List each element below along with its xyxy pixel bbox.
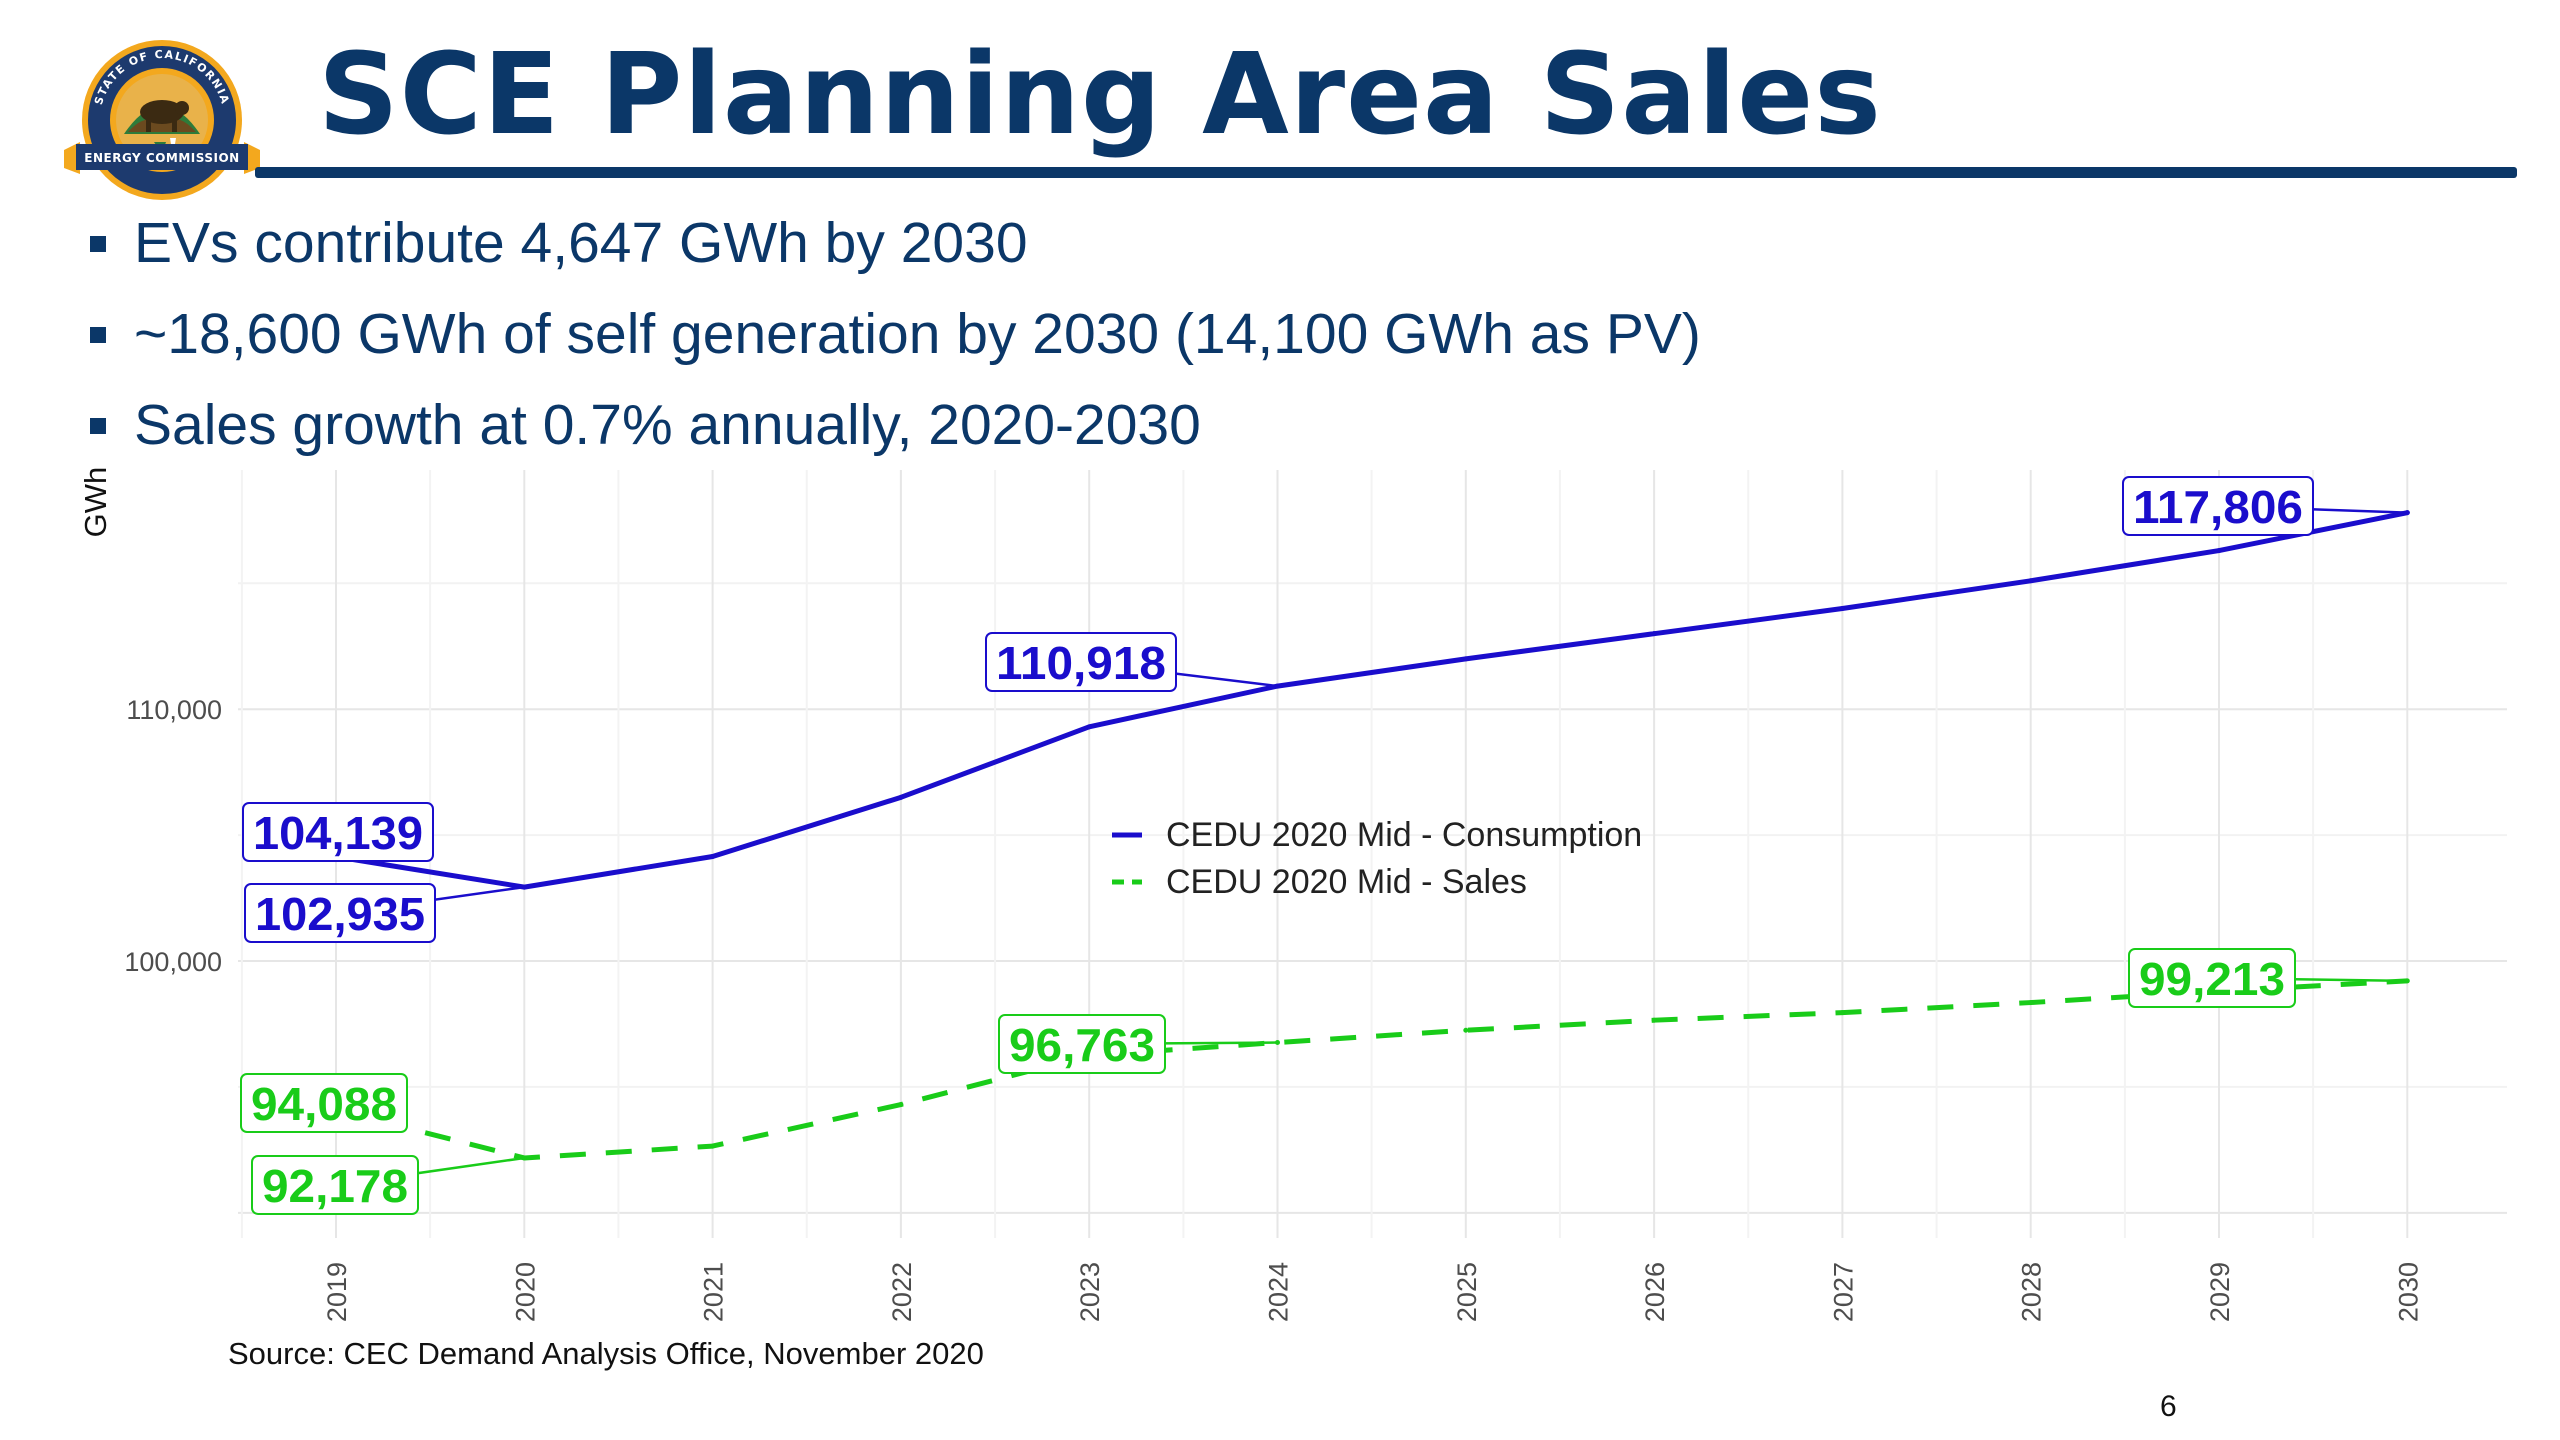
data-point [898, 794, 904, 800]
data-label-text: 94,088 [251, 1078, 397, 1130]
source-note: Source: CEC Demand Analysis Office, Nove… [228, 1336, 984, 1371]
title-underline [255, 167, 2517, 178]
data-point [1839, 605, 1845, 611]
data-label: 99,213 [2128, 948, 2408, 1008]
x-tick-label: 2030 [2393, 1262, 2423, 1322]
x-tick-label: 2028 [2017, 1262, 2047, 1322]
data-point [1463, 656, 1469, 662]
data-label-text: 117,806 [2133, 481, 2303, 533]
data-point [710, 1143, 716, 1149]
x-tick-label: 2024 [1264, 1262, 1294, 1322]
data-label-box [244, 883, 436, 943]
energy-commission-logo: STATE OF CALIFORNIA ENERGY COMMISSION [64, 40, 260, 200]
data-point [1651, 1017, 1657, 1023]
data-point [2028, 1000, 2034, 1006]
x-tick-label: 2029 [2205, 1262, 2235, 1322]
legend-label: CEDU 2020 Mid - Sales [1166, 863, 1527, 901]
bullet-text: EVs contribute 4,647 GWh by 2030 [134, 211, 1028, 275]
x-tick-label: 2022 [887, 1262, 917, 1322]
y-tick-label: 100,000 [124, 947, 222, 977]
x-tick-label: 2019 [322, 1262, 352, 1322]
slide-title: SCE Planning Area Sales [318, 30, 1882, 160]
y-axis-label: GWh [78, 467, 113, 538]
data-label-box [2128, 948, 2296, 1008]
data-label-text: 110,918 [996, 637, 1166, 689]
data-point [2216, 548, 2222, 554]
data-label-box [2122, 476, 2314, 536]
data-label-text: 96,763 [1009, 1019, 1155, 1071]
data-label: 96,763 [998, 1014, 1278, 1074]
data-label-text: 99,213 [2139, 953, 2285, 1005]
x-tick-label: 2026 [1640, 1262, 1670, 1322]
data-label-box [985, 632, 1177, 692]
legend-label: CEDU 2020 Mid - Consumption [1166, 816, 1642, 854]
data-label-text: 92,178 [262, 1160, 408, 1212]
square-bullet-icon [90, 418, 106, 434]
data-label: 102,935 [244, 883, 525, 943]
data-point [1651, 631, 1657, 637]
data-label-box [251, 1155, 419, 1215]
logo-banner-text: ENERGY COMMISSION [84, 151, 239, 165]
page-number: 6 [2160, 1390, 2177, 1423]
x-tick-label: 2023 [1075, 1262, 1105, 1322]
data-label: 92,178 [251, 1155, 525, 1215]
x-tick-label: 2021 [699, 1262, 729, 1322]
data-label-box [240, 1073, 408, 1133]
series-line-consumption [333, 510, 2410, 890]
data-label-box [998, 1014, 1166, 1074]
legend: CEDU 2020 Mid - Consumption CEDU 2020 Mid… [1112, 816, 1642, 901]
data-point [1839, 1010, 1845, 1016]
x-tick-label: 2020 [510, 1262, 540, 1322]
square-bullet-icon [90, 327, 106, 343]
data-point [710, 854, 716, 860]
data-label: 104,139 [242, 802, 434, 862]
data-label-box [242, 802, 434, 862]
bullet-text: Sales growth at 0.7% annually, 2020-2030 [134, 393, 1201, 457]
x-tick-label: 2025 [1452, 1262, 1482, 1322]
data-label: 117,806 [2122, 476, 2408, 536]
data-point [1086, 724, 1092, 730]
data-label-text: 102,935 [255, 888, 425, 940]
data-point [898, 1102, 904, 1108]
y-tick-label: 110,000 [126, 695, 222, 725]
data-label: 94,088 [240, 1073, 408, 1133]
data-label: 110,918 [985, 632, 1278, 692]
x-tick-label: 2027 [1828, 1262, 1858, 1322]
data-point [1463, 1027, 1469, 1033]
square-bullet-icon [90, 236, 106, 252]
data-label-text: 104,139 [253, 807, 423, 859]
gridlines [238, 470, 2507, 1238]
bullet-text: ~18,600 GWh of self generation by 2030 (… [134, 302, 1701, 366]
data-point [2028, 578, 2034, 584]
